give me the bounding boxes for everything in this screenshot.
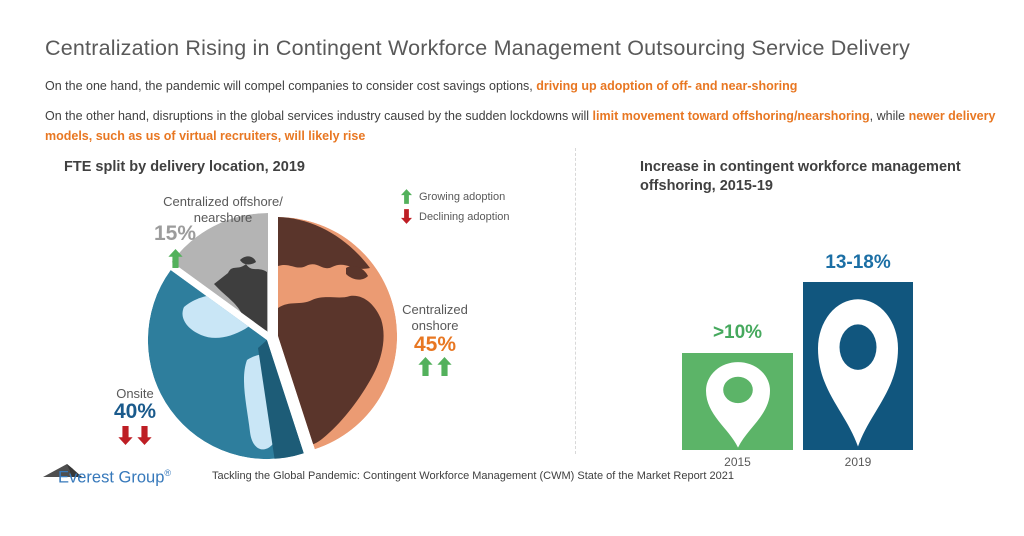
fte-split-pie-chart [147,212,398,460]
brand-name: Everest Group® [58,468,171,488]
bar-value-2019: 13-18% [825,252,891,273]
page-title: Centralization Rising in Contingent Work… [45,36,911,60]
slice-value-onsite: 40% [113,400,157,423]
legend-item-growing: Growing adoption [401,189,510,204]
right-chart-title: Increase in contingent workforce managem… [640,159,961,194]
down-arrow-icon [137,426,152,445]
location-pin-icon [705,362,770,448]
intro-paragraph-2: On the other hand, disruptions in the gl… [45,106,1003,146]
legend-label: Declining adoption [419,210,510,223]
up-arrow-icon [401,189,412,204]
left-chart-title: FTE split by delivery location, 2019 [64,159,305,175]
bar-year-2019: 2019 [844,455,872,469]
para1-highlight-text: driving up adoption of off- and near-sho… [536,79,798,93]
intro-paragraph-1: On the one hand, the pandemic will compe… [45,76,1003,96]
slice-label-centralized-onshore: Centralized onshore [402,302,468,333]
everest-group-logo: Everest Group® [42,463,192,489]
section-divider [575,148,576,454]
para2-highlight-text-2: newer delivery models, such as us of vir… [45,109,996,143]
slice-value-centralized-onshore: 45% [413,333,457,356]
footer: Everest Group® Tackling the Global Pande… [42,463,734,489]
trend-arrows-onshore [395,357,475,376]
para1-plain-text: On the one hand, the pandemic will compe… [45,79,537,93]
bar-2019 [803,282,913,450]
bar-value-2015: >10% [712,322,763,343]
down-arrow-icon [401,209,412,224]
bar-2015 [682,353,793,450]
trend-arrows-onsite [95,426,175,445]
legend-item-declining: Declining adoption [401,209,510,224]
up-arrow-icon [167,249,183,268]
slice-label-centralized-offshore-nearshore: Centralized offshore/ nearshore [163,194,283,225]
para2-plain-text-1: On the other hand, disruptions in the gl… [45,109,593,123]
up-arrow-icon [418,357,433,376]
bar-year-2015: 2015 [724,455,751,469]
slice-value-centralized-offshore-nearshore: 15% [153,222,197,245]
up-arrow-icon [437,357,452,376]
pie-slice-centralized-offshore-nearshore [171,212,268,332]
legend: Growing adoption Declining adoption [401,189,510,229]
mountain-logo-icon [43,464,82,477]
registered-mark: ® [164,468,172,478]
location-pin-icon [818,299,898,447]
trend-arrows-offshore [140,249,210,268]
pie-slice-centralized-onshore [278,217,398,450]
slice-label-onsite: Onsite [116,386,154,401]
brand-text: Everest Group [58,468,165,487]
para2-highlight-text-1: limit movement toward offshoring/nearsho… [592,109,870,123]
source-text: Tackling the Global Pandemic: Contingent… [212,470,734,482]
down-arrow-icon [118,426,133,445]
legend-label: Growing adoption [419,190,506,203]
para2-plain-text-2: , while [869,109,909,123]
